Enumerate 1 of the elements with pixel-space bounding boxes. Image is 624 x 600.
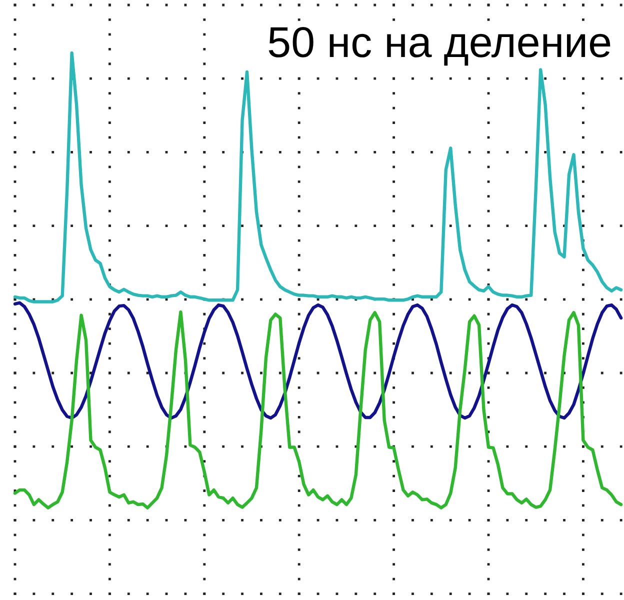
annotation: 50 нс на деление <box>267 19 612 67</box>
